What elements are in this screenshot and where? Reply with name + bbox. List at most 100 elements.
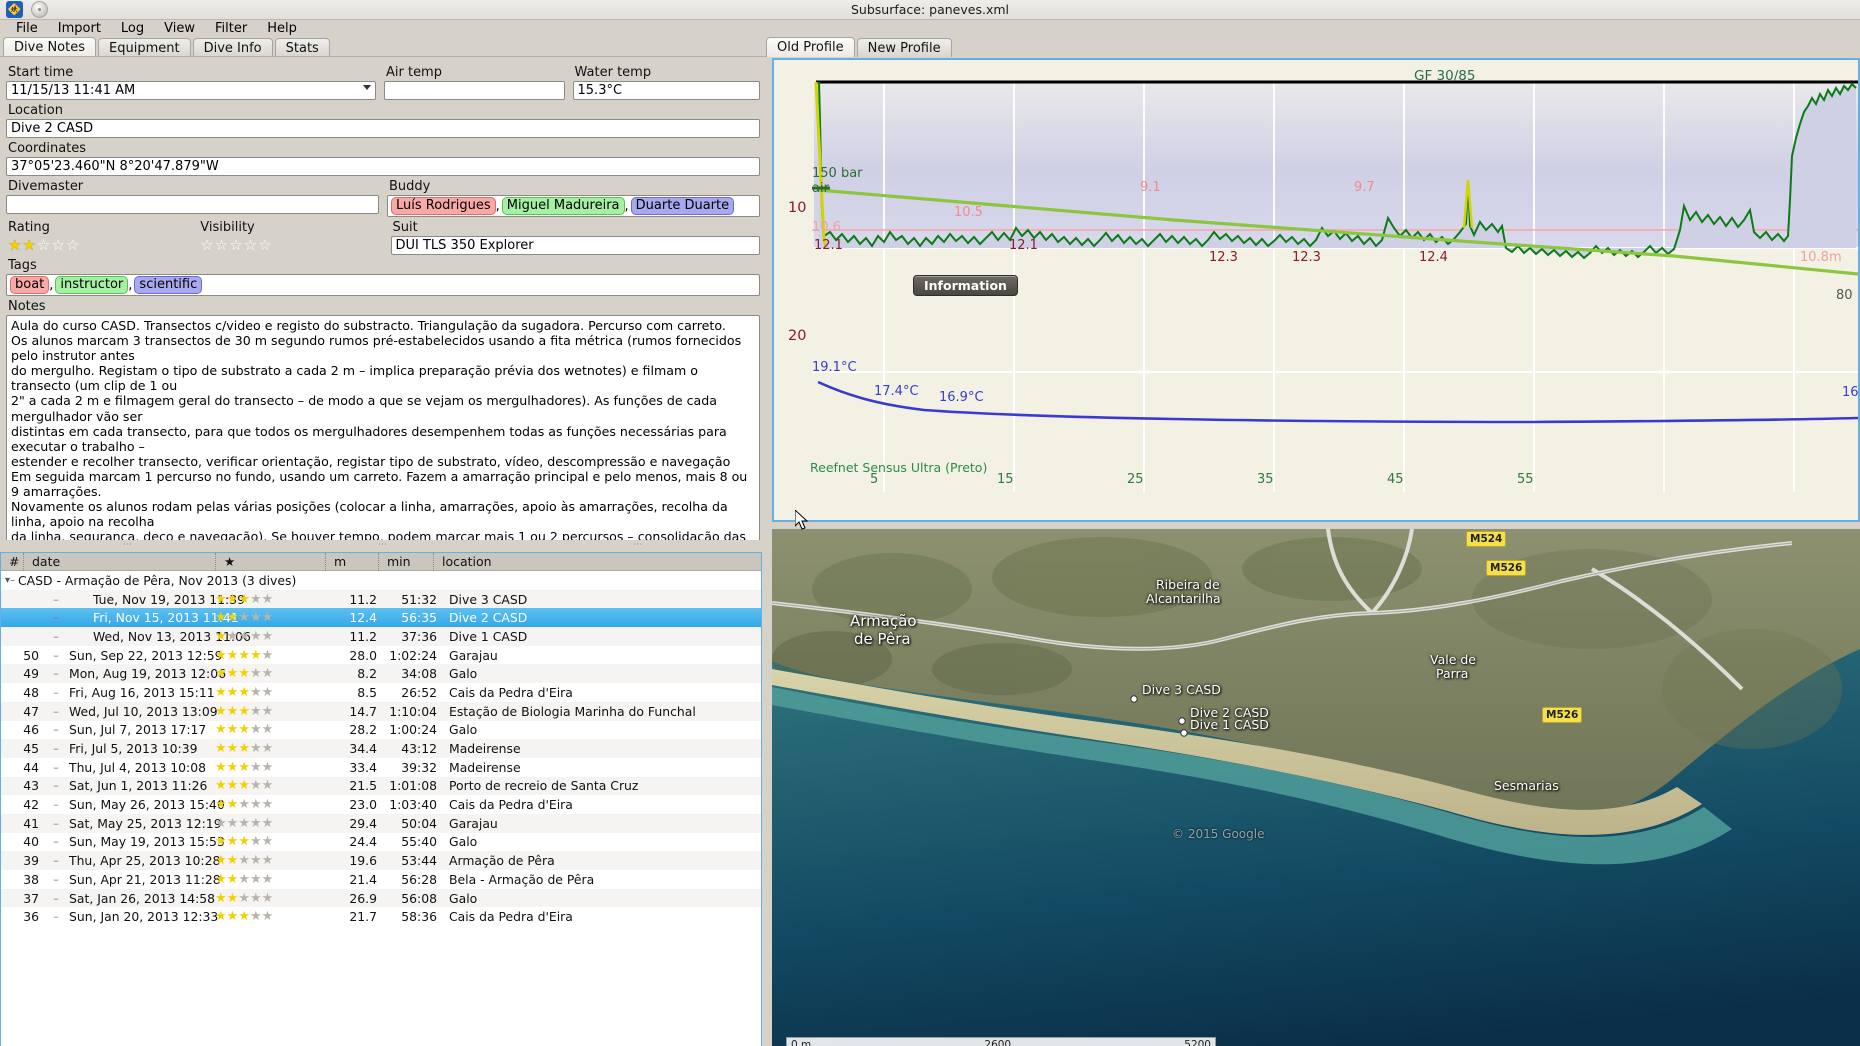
- visibility-stars[interactable]: ☆ ☆ ☆ ☆ ☆: [200, 238, 382, 253]
- menu-import[interactable]: Import: [57, 21, 101, 36]
- table-row[interactable]: 46– Sun, Jul 7, 2013 17:17 ★ ★ ★ ★ ★ 28.2 1:00:2…: [1, 720, 761, 740]
- water-temp-input[interactable]: [572, 81, 760, 100]
- table-row[interactable]: 49– Mon, Aug 19, 2013 12:06 ★ ★ ★ ★ ★ 8.2 34:08 G…: [1, 664, 761, 684]
- map-marker-dive-2-casd[interactable]: Dive 2 CASD: [1190, 705, 1269, 720]
- dive-list-body[interactable]: ▾– CASD - Armação de Pêra, Nov 2013 (3 d…: [1, 571, 761, 1046]
- table-row[interactable]: 50– Sun, Sep 22, 2013 12:59 ★ ★ ★ ★ ★ 28.0 1:02:…: [1, 645, 761, 665]
- rating-label: Rating: [8, 220, 50, 235]
- tab-stats[interactable]: Stats: [274, 38, 330, 57]
- star-icon: ★: [261, 871, 274, 887]
- map-marker-dive-1-casd[interactable]: Dive 1 CASD: [1190, 717, 1269, 732]
- column-header-number[interactable]: #: [9, 553, 20, 569]
- table-row[interactable]: 39– Thu, Apr 25, 2013 10:28 ★ ★ ★ ★ ★ 19.6 53:44…: [1, 851, 761, 870]
- star-icon[interactable]: ★: [22, 236, 36, 254]
- dive-location: Garajau: [449, 815, 498, 831]
- star-icon[interactable]: ☆: [51, 236, 65, 254]
- dive-number: 39: [23, 853, 39, 869]
- dive-date: Fri, Jul 5, 2013 10:39: [69, 741, 198, 757]
- window-icons: 🚸: [6, 1, 48, 18]
- star-icon[interactable]: ☆: [36, 236, 51, 254]
- dive-rating-stars: ★ ★ ★ ★ ★: [215, 761, 325, 774]
- map-marker-dive-3-casd[interactable]: Dive 3 CASD: [1142, 682, 1221, 697]
- table-row[interactable]: 38– Sun, Apr 21, 2013 11:28 ★ ★ ★ ★ ★ 21.4 56:28…: [1, 870, 761, 889]
- star-icon: ★: [226, 778, 239, 794]
- coordinates-input[interactable]: [6, 157, 760, 176]
- table-row[interactable]: 43– Sat, Jun 1, 2013 11:26 ★ ★ ★ ★ ★ 21.5 1:01:0…: [1, 776, 761, 796]
- dive-group-row[interactable]: ▾– CASD - Armação de Pêra, Nov 2013 (3 d…: [1, 571, 761, 590]
- menu-help[interactable]: Help: [267, 21, 297, 36]
- location-label: Location: [8, 103, 63, 118]
- table-row[interactable]: 36– Sun, Jan 20, 2013 12:33 ★ ★ ★ ★ ★ 21.7 58:36…: [1, 907, 761, 927]
- dive-map[interactable]: Armação de Pêra Ribeira de Alcantarilha …: [772, 529, 1860, 1046]
- column-header-duration[interactable]: min: [378, 552, 433, 571]
- menu-view[interactable]: View: [164, 21, 196, 36]
- table-row[interactable]: 41– Sat, May 25, 2013 12:19 ★ ★ ★ ★ ★ 29.4 50:04…: [1, 813, 761, 833]
- star-icon[interactable]: ☆: [200, 236, 214, 254]
- buddy-chip[interactable]: Luís Rodrigues: [391, 197, 496, 215]
- dive-list[interactable]: # date ★ m min location ▾– CASD - Armaçã…: [0, 552, 762, 1046]
- table-row[interactable]: 42– Sun, May 26, 2013 15:40 ★ ★ ★ ★ ★ 23.0 1:03:…: [1, 795, 761, 814]
- star-icon[interactable]: ☆: [258, 236, 272, 254]
- column-header-date[interactable]: date: [23, 552, 215, 571]
- column-header-rating[interactable]: ★: [215, 552, 325, 571]
- expand-collapse-icon[interactable]: ▾–: [5, 574, 16, 586]
- star-icon[interactable]: ☆: [243, 236, 258, 254]
- chevron-down-icon[interactable]: [362, 85, 371, 90]
- menu-file[interactable]: File: [16, 21, 38, 36]
- table-row[interactable]: 47– Wed, Jul 10, 2013 13:09 ★ ★ ★ ★ ★ 14.7 1:10:…: [1, 701, 761, 721]
- scale-start: 0 m: [791, 1039, 812, 1046]
- table-row[interactable]: 37– Sat, Jan 26, 2013 14:58 ★ ★ ★ ★ ★ 26.9 56:08…: [1, 888, 761, 908]
- tab-equipment[interactable]: Equipment: [98, 38, 191, 57]
- tag-chip[interactable]: scientific: [134, 276, 203, 294]
- rating-stars[interactable]: ★ ★ ☆ ☆ ☆: [8, 238, 190, 253]
- table-row[interactable]: 45– Fri, Jul 5, 2013 10:39 ★ ★ ★ ★ ★ 34.4 43:12 M…: [1, 739, 761, 758]
- buddy-chip[interactable]: Miguel Madureira: [501, 197, 625, 215]
- dive-profile-panel[interactable]: GF 30/85 150 bar air 10 20 10.6 12.1 10.…: [772, 58, 1860, 522]
- tags-input[interactable]: boat, instructor, scientific: [6, 274, 760, 296]
- notes-textarea[interactable]: Aula do curso CASD. Transectos c/video e…: [6, 315, 760, 544]
- table-row[interactable]: 44– Thu, Jul 4, 2013 10:08 ★ ★ ★ ★ ★ 33.4 39:32 M…: [1, 757, 761, 777]
- dive-rating-stars: ★ ★ ★ ★ ★: [215, 686, 325, 699]
- tag-chip[interactable]: instructor: [55, 276, 129, 294]
- dive-profile-chart[interactable]: GF 30/85 150 bar air 10 20 10.6 12.1 10.…: [774, 60, 1858, 520]
- menu-filter[interactable]: Filter: [215, 21, 248, 36]
- star-icon[interactable]: ☆: [65, 236, 80, 254]
- column-header-depth[interactable]: m: [325, 552, 378, 571]
- menu-log[interactable]: Log: [120, 21, 145, 36]
- tab-dive-info[interactable]: Dive Info: [192, 38, 273, 57]
- table-row[interactable]: 40– Sun, May 19, 2013 15:53 ★ ★ ★ ★ ★ 24.4 55:40…: [1, 832, 761, 852]
- dive-date: Sun, May 26, 2013 15:40: [69, 797, 225, 813]
- table-row[interactable]: – Tue, Nov 19, 2013 11:39 ★ ★ ★ ★ ★ 11.2 51:32 Di…: [1, 589, 761, 609]
- star-icon: ★: [215, 741, 227, 757]
- tab-old-profile[interactable]: Old Profile: [766, 37, 855, 57]
- dive-location: Cais da Pedra d'Eira: [449, 684, 573, 700]
- star-icon: ★: [261, 909, 274, 925]
- information-button[interactable]: Information: [913, 275, 1018, 296]
- star-icon[interactable]: ☆: [229, 236, 243, 254]
- tree-branch-icon: –: [53, 798, 59, 812]
- table-row[interactable]: – Fri, Nov 15, 2013 11:41 ★ ★ ★ ★ ★ 12.4 56:35 Di…: [1, 608, 761, 628]
- max-depth-label: 10.8m: [1800, 250, 1842, 265]
- tab-new-profile[interactable]: New Profile: [856, 38, 952, 57]
- buddy-input[interactable]: Luís Rodrigues, Miguel Madureira, Duarte…: [387, 195, 760, 217]
- tab-dive-notes[interactable]: Dive Notes: [3, 37, 96, 57]
- start-time-combobox[interactable]: [6, 81, 376, 100]
- table-row[interactable]: 48– Fri, Aug 16, 2013 15:11 ★ ★ ★ ★ ★ 8.5 26:52 C…: [1, 683, 761, 702]
- dive-duration: 26:52: [401, 684, 437, 700]
- suit-input[interactable]: [390, 236, 760, 255]
- horizontal-splitter[interactable]: ⋯ ⋯ ⋯: [0, 540, 766, 550]
- start-time-input[interactable]: [6, 81, 376, 100]
- star-icon: ★: [215, 815, 227, 831]
- buddy-chip[interactable]: Duarte Duarte: [630, 197, 735, 215]
- star-icon: ★: [226, 815, 239, 831]
- table-row[interactable]: – Wed, Nov 13, 2013 11:06 ★ ★ ★ ★ ★ 11.2 37:36 Di…: [1, 627, 761, 646]
- window-title: Subsurface: paneves.xml: [850, 2, 1009, 17]
- tag-chip[interactable]: boat: [10, 276, 50, 294]
- air-temp-input[interactable]: [383, 81, 565, 100]
- column-header-location[interactable]: location: [433, 552, 761, 571]
- star-icon[interactable]: ★: [8, 236, 22, 254]
- map-label-parra: Parra: [1436, 666, 1469, 681]
- star-icon[interactable]: ☆: [214, 236, 229, 254]
- location-input[interactable]: [6, 119, 760, 138]
- divemaster-input[interactable]: [6, 195, 379, 214]
